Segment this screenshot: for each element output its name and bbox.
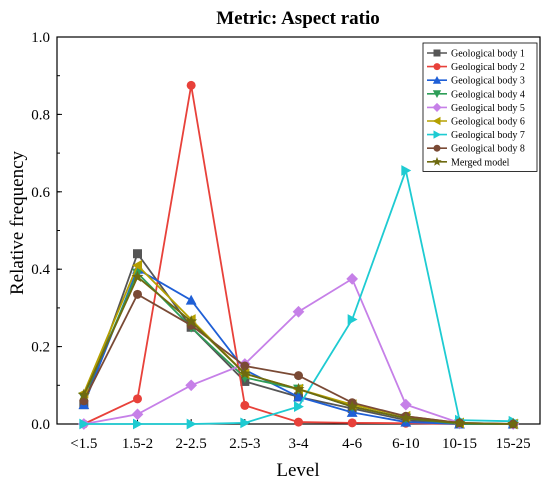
y-tick-label: 1.0 <box>31 30 50 46</box>
data-point <box>346 273 359 285</box>
data-point <box>131 270 144 283</box>
legend-entry: Geological body 4 <box>427 89 525 100</box>
data-point <box>399 411 412 424</box>
data-point <box>186 80 196 90</box>
y-tick-label: 0.6 <box>31 185 50 201</box>
data-point <box>401 165 412 176</box>
data-point <box>185 379 198 392</box>
data-point <box>240 417 251 429</box>
x-tick-label: 10-15 <box>442 436 477 452</box>
data-point <box>79 418 90 430</box>
data-point <box>292 382 305 395</box>
data-point <box>294 371 303 381</box>
x-tick-label: <1.5 <box>70 436 97 452</box>
x-tick-label: 1.5-2 <box>122 436 153 452</box>
legend-marker <box>432 116 441 126</box>
data-point <box>399 398 412 411</box>
data-point <box>293 391 304 402</box>
data-point <box>347 418 357 428</box>
data-point <box>294 417 303 427</box>
data-point <box>453 416 466 429</box>
legend-label: Geological body 2 <box>451 62 525 73</box>
legend-entry: Merged model <box>427 156 510 168</box>
data-point <box>240 400 250 410</box>
data-point <box>186 418 197 430</box>
y-tick-label: 0.8 <box>31 107 50 123</box>
data-point <box>294 401 304 412</box>
legend-marker <box>433 144 441 152</box>
legend-entry: Geological body 6 <box>427 117 525 128</box>
data-point <box>347 314 358 325</box>
legend-label: Geological body 4 <box>451 89 525 100</box>
legend-label: Geological body 7 <box>451 130 525 141</box>
data-point <box>131 408 144 421</box>
legend-label: Merged model <box>451 157 510 168</box>
legend-marker <box>432 102 442 112</box>
legend-label: Geological body 1 <box>451 49 525 60</box>
legend-entry: Geological body 1 <box>427 49 525 60</box>
legend-marker <box>433 63 441 71</box>
legend-entry: Geological body 7 <box>427 130 525 141</box>
legend-entry: Geological body 2 <box>427 62 525 73</box>
data-point <box>185 294 197 305</box>
data-point <box>240 361 250 371</box>
legend-entry: Geological body 8 <box>427 144 525 155</box>
data-point <box>238 367 251 379</box>
axes: 0.0 0.2 0.4 0.6 0.8 1.0 <1.5 1.5-2 2-2.5 2.5-3 3-4… <box>31 30 541 452</box>
x-tick-label: 2-2.5 <box>176 436 207 452</box>
x-tick-label: 6-10 <box>392 436 420 452</box>
legend: Geological body 1 Geological body 2 Geolog… <box>422 42 538 172</box>
legend-label: Geological body 8 <box>451 144 525 155</box>
y-axis-title: Relative frequency <box>7 150 28 295</box>
legend-label: Geological body 3 <box>451 76 525 87</box>
data-point <box>185 315 198 327</box>
data-point <box>132 259 142 271</box>
data-point <box>346 400 359 412</box>
y-tick-label: 0.4 <box>31 262 50 278</box>
series-layer <box>77 80 520 430</box>
legend-marker <box>432 76 442 84</box>
series-line <box>83 275 514 425</box>
x-tick-label: 3-4 <box>289 436 309 452</box>
x-tick-label: 2.5-3 <box>229 436 260 452</box>
legend-label: Geological body 6 <box>451 117 525 128</box>
data-point <box>133 394 142 404</box>
y-tick-label: 0.0 <box>31 417 50 433</box>
y-tick-label: 0.2 <box>31 340 50 356</box>
data-point <box>133 289 142 299</box>
data-point <box>292 305 305 318</box>
legend-marker <box>432 156 442 166</box>
legend-marker <box>432 90 442 98</box>
data-point <box>133 418 143 430</box>
x-tick-label: 15-25 <box>496 436 531 452</box>
data-point <box>133 249 142 259</box>
legend-marker <box>433 49 441 57</box>
legend-marker <box>433 130 442 139</box>
data-point <box>507 417 520 430</box>
data-point <box>77 388 90 401</box>
x-tick-label: 4-6 <box>342 436 362 452</box>
chart-title: Metric: Aspect ratio <box>216 8 380 29</box>
series-9 <box>77 270 520 430</box>
x-axis-title: Level <box>276 460 319 481</box>
legend-entry: Geological body 5 <box>427 102 525 114</box>
legend-label: Geological body 5 <box>451 103 525 114</box>
series-1 <box>79 249 518 429</box>
legend-entry: Geological body 3 <box>427 76 525 87</box>
